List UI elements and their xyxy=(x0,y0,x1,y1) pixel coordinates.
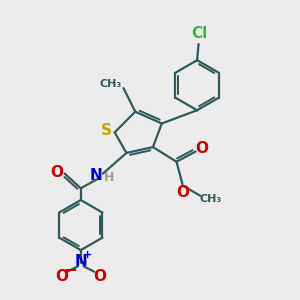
Text: CH₃: CH₃ xyxy=(99,79,122,89)
Text: O: O xyxy=(50,165,63,180)
Text: O: O xyxy=(176,184,189,200)
Text: S: S xyxy=(101,123,112,138)
Text: O: O xyxy=(93,268,106,284)
Text: N: N xyxy=(74,254,87,269)
Text: O: O xyxy=(55,268,68,284)
Text: N: N xyxy=(90,167,103,182)
Text: O: O xyxy=(196,141,208,156)
Text: CH₃: CH₃ xyxy=(199,194,221,204)
Text: +: + xyxy=(83,250,92,260)
Text: −: − xyxy=(63,260,77,278)
Text: Cl: Cl xyxy=(191,26,208,41)
Text: H: H xyxy=(104,172,115,184)
